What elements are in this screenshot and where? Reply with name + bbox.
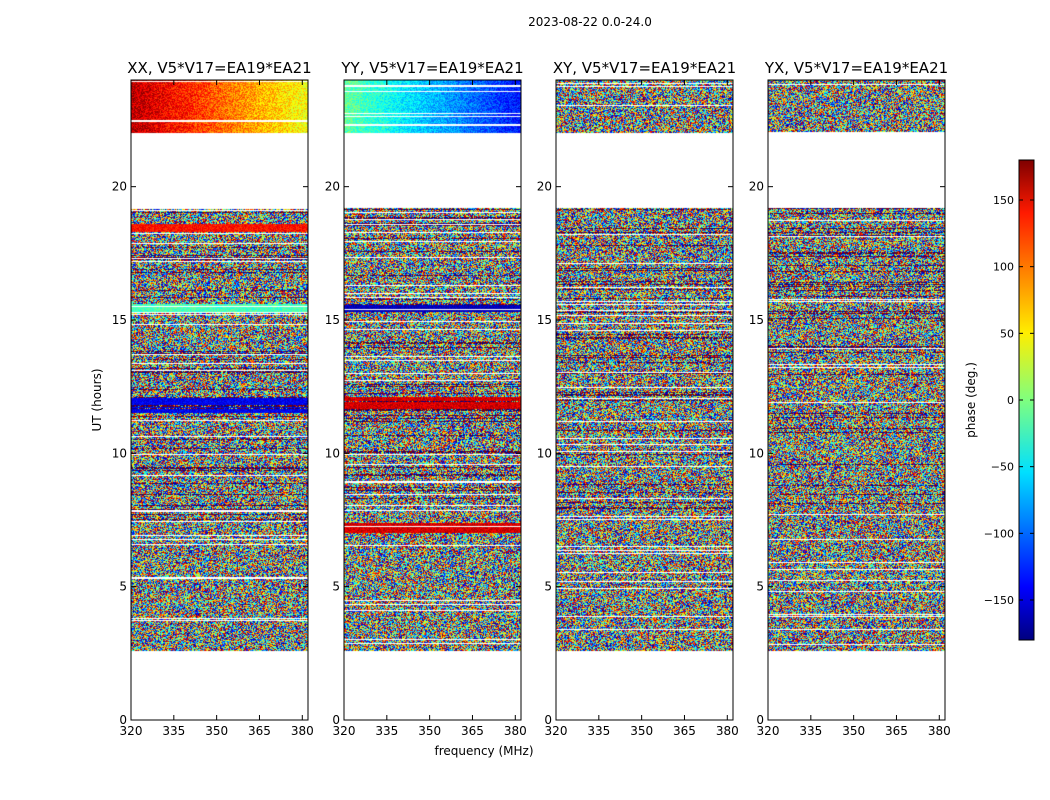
plot-frame <box>130 79 309 721</box>
x-tick-label: 335 <box>162 724 185 738</box>
y-tick-label: 5 <box>756 580 764 594</box>
x-tick-label: 350 <box>205 724 228 738</box>
colorbar-tick-label: −50 <box>991 461 1014 474</box>
heatmap-image-xx <box>131 80 308 720</box>
x-tick-label: 350 <box>842 724 865 738</box>
x-tick-label: 320 <box>757 724 780 738</box>
x-tick-label: 365 <box>248 724 271 738</box>
y-tick-label: 15 <box>112 313 127 327</box>
heatmap-image-yx <box>768 80 945 720</box>
x-tick-label: 320 <box>333 724 356 738</box>
x-tick-label: 365 <box>885 724 908 738</box>
colorbar-tick-label: 150 <box>993 194 1014 207</box>
heatmap-image-xy <box>556 80 733 720</box>
plot-frame <box>767 79 946 721</box>
colorbar-tick-label: −100 <box>984 527 1014 540</box>
y-tick-label: 10 <box>325 446 340 460</box>
y-tick-label: 20 <box>749 180 764 194</box>
panel-title: XY, V5*V17=EA19*EA21 <box>553 59 736 77</box>
x-tick-label: 335 <box>375 724 398 738</box>
colorbar-tick-label: 100 <box>993 261 1014 274</box>
x-tick-label: 320 <box>545 724 568 738</box>
y-tick-label: 15 <box>537 313 552 327</box>
figure-suptitle: 2023-08-22 0.0-24.0 <box>528 15 652 29</box>
panel-yx: YX, V5*V17=EA19*EA21 320 335 350 365 380 0 5 10 1… <box>749 59 951 738</box>
y-tick-label: 20 <box>325 180 340 194</box>
x-tick-label: 365 <box>673 724 696 738</box>
panel-yy: YY, V5*V17=EA19*EA21 320 335 350 365 380 0 5 10 1… <box>325 59 527 738</box>
x-tick-label: 380 <box>504 724 527 738</box>
y-tick-label: 5 <box>332 580 340 594</box>
panel-title: YY, V5*V17=EA19*EA21 <box>340 59 523 77</box>
x-tick-label: 350 <box>630 724 653 738</box>
panel-xy: XY, V5*V17=EA19*EA21 320 335 350 365 380 0 5 10 1… <box>537 59 739 738</box>
colorbar-tick-label: 0 <box>1007 394 1014 407</box>
x-tick-label: 335 <box>587 724 610 738</box>
y-tick-label: 10 <box>112 446 127 460</box>
x-axis-label: frequency (MHz) <box>434 744 533 758</box>
y-tick-label: 20 <box>537 180 552 194</box>
y-tick-label: 15 <box>749 313 764 327</box>
y-tick-label: 10 <box>749 446 764 460</box>
x-tick-label: 380 <box>716 724 739 738</box>
y-axis-label: UT (hours) <box>90 368 104 431</box>
y-tick-label: 5 <box>119 580 127 594</box>
panel-title: YX, V5*V17=EA19*EA21 <box>764 59 948 77</box>
x-tick-label: 365 <box>461 724 484 738</box>
y-tick-label: 0 <box>544 713 552 727</box>
colorbar: −150 −100 −50 0 50 100 150 phase (deg.) <box>964 159 1035 641</box>
y-tick-label: 10 <box>537 446 552 460</box>
x-tick-label: 335 <box>799 724 822 738</box>
heatmap-image-yy <box>344 80 521 720</box>
y-tick-label: 0 <box>332 713 340 727</box>
panel-xx: XX, V5*V17=EA19*EA21 320 335 350 365 380 0 5 10 1… <box>112 59 314 738</box>
colorbar-label: phase (deg.) <box>964 362 978 438</box>
y-tick-label: 0 <box>119 713 127 727</box>
x-tick-label: 380 <box>291 724 314 738</box>
y-tick-label: 0 <box>756 713 764 727</box>
colorbar-tick-label: 50 <box>1000 327 1014 340</box>
x-tick-label: 320 <box>120 724 143 738</box>
y-tick-label: 5 <box>544 580 552 594</box>
plot-frame <box>555 79 734 721</box>
y-tick-label: 20 <box>112 180 127 194</box>
x-tick-label: 350 <box>418 724 441 738</box>
plot-frame <box>343 79 522 721</box>
x-tick-label: 380 <box>928 724 951 738</box>
y-tick-label: 15 <box>325 313 340 327</box>
colorbar-tick-label: −150 <box>984 594 1014 607</box>
panel-title: XX, V5*V17=EA19*EA21 <box>127 59 311 77</box>
